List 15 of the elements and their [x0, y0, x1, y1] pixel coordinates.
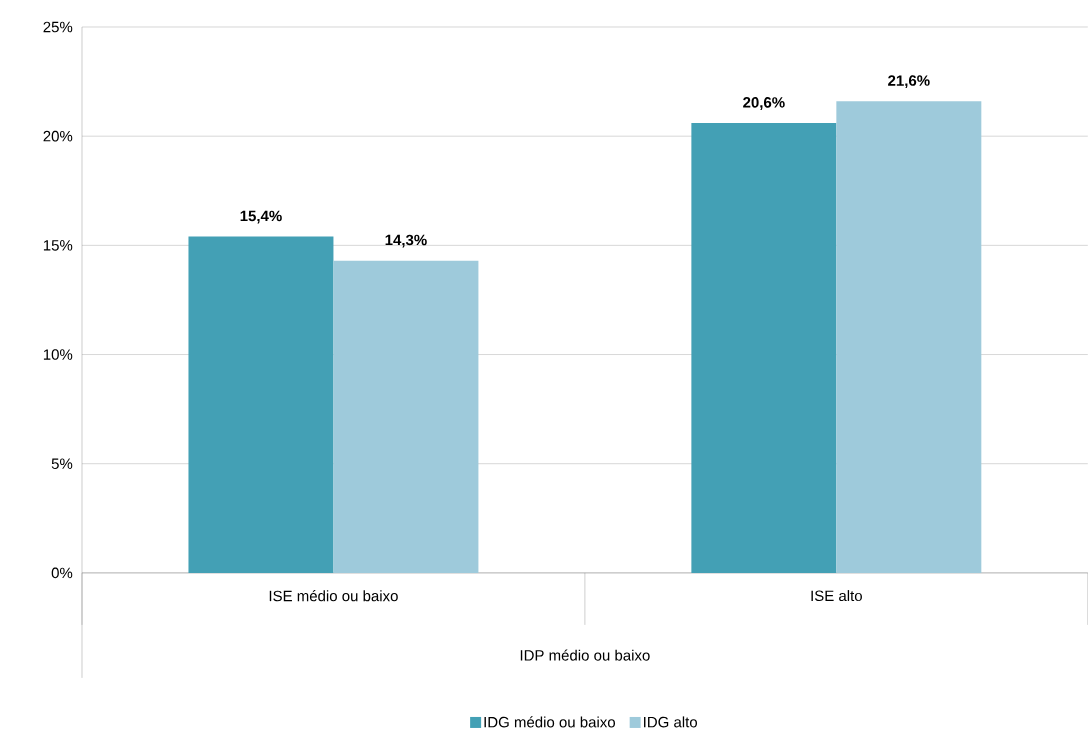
y-tick-label: 0% [51, 567, 73, 579]
y-tick-label: 10% [43, 349, 73, 361]
legend-label: IDG alto [644, 716, 698, 728]
y-tick-label: 5% [51, 458, 73, 470]
x-tick-label: ISE médio ou baixo [269, 590, 398, 602]
data-label: 15,4% [240, 210, 282, 224]
x-tick-label: ISE alto [811, 590, 862, 602]
data-label: 20,6% [743, 97, 785, 111]
data-label: 14,3% [385, 234, 427, 248]
y-tick-label: 15% [43, 240, 73, 251]
y-tick-label: 20% [43, 131, 73, 142]
x-axis-title: IDP médio ou baixo [520, 649, 650, 661]
legend-label: IDG médio ou baixo [484, 716, 616, 728]
data-label: 21,6% [888, 75, 930, 89]
y-tick-label: 25% [43, 21, 73, 33]
